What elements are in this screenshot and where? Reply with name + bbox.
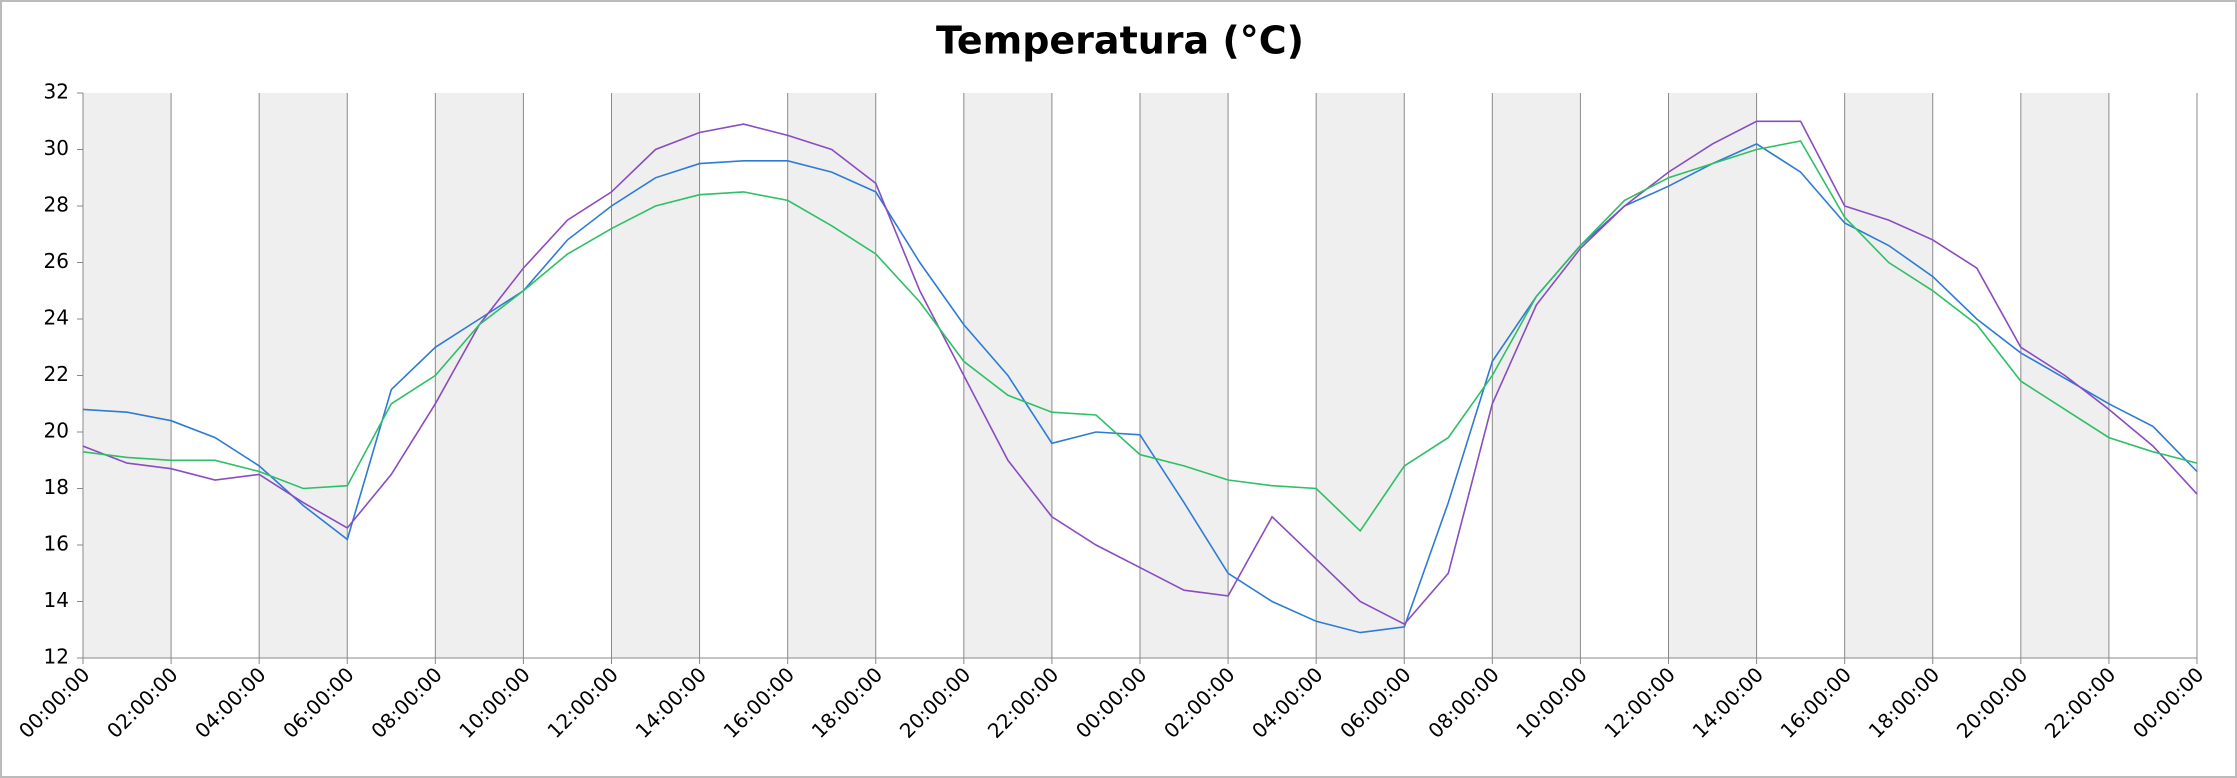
- y-tick-label: 26: [44, 249, 69, 273]
- y-tick-label: 24: [44, 306, 69, 330]
- y-tick-label: 32: [44, 80, 69, 104]
- line-series: [82, 142, 2198, 634]
- shade-band: [435, 93, 524, 658]
- line-series: [82, 120, 2198, 626]
- y-tick-label: 20: [44, 419, 69, 443]
- shade-band: [83, 93, 172, 658]
- y-tick-label: 22: [44, 362, 69, 386]
- shade-band: [259, 93, 348, 658]
- shade-band: [1844, 93, 1933, 658]
- line-series: [82, 140, 2198, 533]
- y-tick-label: 12: [44, 645, 69, 669]
- shade-band: [611, 93, 700, 658]
- y-tick-label: 28: [44, 193, 69, 217]
- chart-title: Temperatura (°C): [936, 19, 1304, 63]
- shade-band: [787, 93, 876, 658]
- y-tick-label: 16: [44, 532, 69, 556]
- shade-band: [1316, 93, 1405, 658]
- shade-band: [1668, 93, 1757, 658]
- y-tick-label: 30: [44, 136, 69, 160]
- y-tick-label: 18: [44, 475, 69, 499]
- shade-band: [1140, 93, 1229, 658]
- shade-band: [1492, 93, 1581, 658]
- y-tick-label: 14: [44, 588, 69, 612]
